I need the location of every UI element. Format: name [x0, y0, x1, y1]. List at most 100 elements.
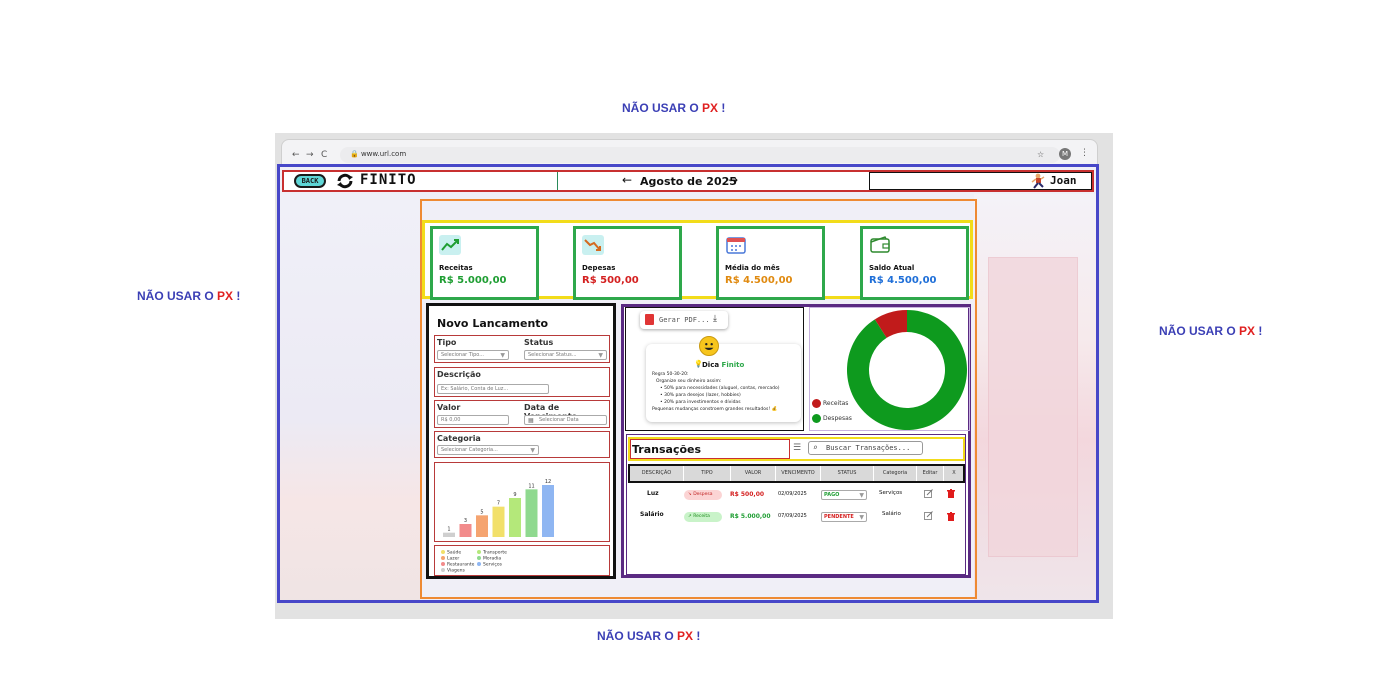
card-label: Saldo Atual	[869, 264, 915, 272]
bar-value-label-5: 11	[528, 483, 534, 489]
edit-icon[interactable]	[924, 489, 933, 498]
row-tipo-badge: ↗ Receita	[684, 512, 722, 522]
note-right: NÃO USAR O PX !	[1159, 324, 1263, 338]
trash-icon[interactable]	[947, 489, 955, 498]
categoria-select[interactable]: Selecionar Categoria... ▼	[437, 445, 539, 455]
card-value: R$ 4.500,00	[869, 275, 937, 286]
row-tipo-badge: ↘ Despesa	[684, 490, 722, 500]
app-header: BACK FINITO ← Agosto de 2025 → Joan	[282, 170, 1094, 192]
legend-label: Restaurante	[447, 562, 475, 568]
browser-chrome: ← → C 🔒 www.url.com ☆ M ⋮	[281, 139, 1098, 169]
background-left	[280, 194, 420, 600]
transactions-table-header: DESCRIÇÃO TIPO VALOR VENCIMENTO STATUS C…	[628, 464, 965, 483]
legend-label: Receitas	[823, 400, 849, 407]
overview-panel: Gerar PDF... ⤓ 💡 Dica Finito Regra 50-30…	[621, 304, 971, 578]
month-prev-arrow-icon[interactable]: ←	[622, 173, 633, 187]
table-row[interactable]: Salário ↗ Receita R$ 5.000,00 07/09/2025…	[629, 507, 964, 527]
wallet-icon	[870, 236, 890, 253]
month-next-arrow-icon[interactable]: →	[728, 173, 739, 187]
tipo-select[interactable]: Selecionar Tipo... ▼	[437, 350, 509, 360]
search-placeholder: Buscar Transações...	[826, 444, 911, 452]
app-viewport: BACK FINITO ← Agosto de 2025 → Joan	[277, 164, 1099, 603]
card-media-mes: Média do mês R$ 4.500,00	[716, 226, 825, 300]
bar-chart-svg: 1 3 5 7 9 11 12	[443, 479, 554, 537]
logo-icon	[337, 173, 353, 189]
bar-2	[476, 515, 488, 537]
card-value: R$ 5.000,00	[439, 275, 507, 286]
browser-forward-icon[interactable]: →	[306, 150, 314, 160]
descricao-input[interactable]: Ex: Salário, Conta de Luz...	[437, 384, 549, 394]
url-bar[interactable]: 🔒 www.url.com	[340, 147, 1060, 163]
bar-value-label-4: 9	[513, 492, 516, 498]
user-menu[interactable]: Joan	[869, 172, 1092, 190]
valor-input[interactable]: R$ 0,00	[437, 415, 509, 425]
filter-icon[interactable]: ☰	[793, 443, 802, 453]
bar-value-label-3: 7	[497, 501, 500, 507]
legend-item-4: Transporte	[477, 550, 507, 556]
bar-value-label-6: 12	[545, 479, 551, 485]
data-input[interactable]: ▦ Selecionar Data	[524, 415, 607, 425]
bookmark-star-icon[interactable]: ☆	[1037, 150, 1045, 159]
trending-down-icon: ↘	[688, 492, 694, 497]
col-separator	[730, 466, 731, 481]
descricao-label: Descrição	[437, 370, 481, 379]
row-status-select[interactable]: PENDENTE ▼	[821, 512, 867, 522]
row-status-select[interactable]: PAGO ▼	[821, 490, 867, 500]
card-value: R$ 500,00	[582, 275, 639, 286]
col-separator	[775, 466, 776, 481]
row-tipo-label: Receita	[693, 514, 710, 519]
trash-icon[interactable]	[947, 512, 955, 521]
descricao-group: Descrição Ex: Salário, Conta de Luz...	[434, 367, 610, 397]
background-building	[988, 257, 1078, 557]
legend-item-5: Moradia	[477, 556, 501, 562]
browser-back-icon[interactable]: ←	[292, 150, 300, 160]
transactions-section: Transações ☰ ⌕ Buscar Transações... DESC…	[626, 434, 966, 575]
categoria-label: Categoria	[437, 434, 481, 443]
donut-legend-despesas: Despesas	[812, 414, 852, 423]
transactions-header: Transações ☰ ⌕ Buscar Transações...	[628, 437, 965, 461]
col-vencimento: VENCIMENTO	[781, 470, 815, 476]
bar-0	[443, 532, 455, 537]
col-excluir: X	[952, 470, 956, 476]
generate-pdf-button[interactable]: Gerar PDF... ⤓	[640, 311, 728, 329]
search-icon: ⌕	[813, 443, 818, 452]
chevron-down-icon: ▼	[859, 492, 864, 499]
legend-item-2: Restaurante	[441, 562, 474, 568]
chevron-down-icon: ▼	[530, 447, 535, 454]
legend-dot	[441, 550, 445, 554]
donut-slice-despesas	[847, 310, 967, 430]
transactions-search-input[interactable]: ⌕ Buscar Transações...	[808, 441, 923, 455]
user-name: Joan	[1050, 174, 1077, 187]
valor-placeholder: R$ 0,00	[441, 417, 461, 423]
card-despesas: Depesas R$ 500,00	[573, 226, 682, 300]
bar-value-label-2: 5	[480, 509, 483, 515]
user-avatar-icon	[1031, 173, 1045, 189]
col-separator	[916, 466, 917, 481]
row-valor: R$ 500,00	[730, 491, 765, 498]
row-vencimento: 02/09/2025	[778, 491, 807, 497]
profile-icon[interactable]: M	[1059, 148, 1071, 160]
tip-line-2: • 50% para necessidades (aluguel, contas…	[660, 386, 780, 391]
col-separator	[943, 466, 944, 481]
logo-text: FINITO	[360, 172, 417, 188]
col-separator	[820, 466, 821, 481]
tip-card	[646, 344, 801, 422]
download-icon: ⤓	[713, 314, 717, 324]
legend-dot	[441, 562, 445, 566]
legend-dot	[812, 399, 821, 408]
table-row[interactable]: Luz ↘ Despesa R$ 500,00 02/09/2025 PAGO ▼…	[629, 486, 964, 506]
status-select[interactable]: Selecionar Status... ▼	[524, 350, 607, 360]
legend-label: Moradia	[483, 556, 502, 562]
donut-chart	[847, 310, 967, 430]
browser-menu-icon[interactable]: ⋮	[1080, 148, 1089, 158]
row-descricao: Luz	[647, 490, 659, 497]
card-saldo-atual: Saldo Atual R$ 4.500,00	[860, 226, 969, 300]
legend-dot	[477, 550, 481, 554]
tipo-placeholder: Selecionar Tipo...	[441, 352, 484, 358]
back-button[interactable]: BACK	[294, 174, 326, 188]
tipo-label: Tipo	[437, 338, 457, 347]
month-label: Agosto de 2025	[640, 175, 737, 188]
legend-label: Transporte	[483, 550, 507, 556]
browser-reload-icon[interactable]: C	[321, 150, 328, 160]
edit-icon[interactable]	[924, 511, 933, 520]
